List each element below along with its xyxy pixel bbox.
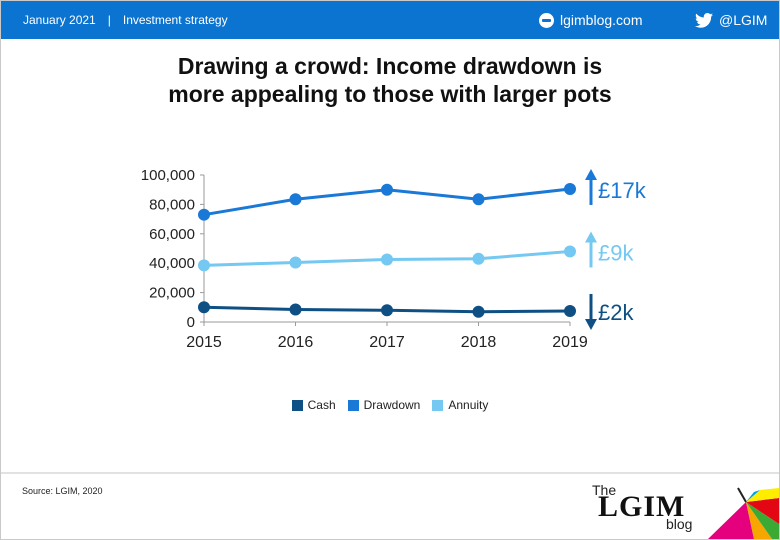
legend-label: Annuity xyxy=(448,398,489,412)
x-tick-label: 2017 xyxy=(369,334,405,351)
drawdown-point xyxy=(564,182,576,195)
annuity-point xyxy=(198,259,210,272)
logo-blog: blog xyxy=(666,516,693,532)
y-tick-label: 20,000 xyxy=(149,285,195,302)
y-tick-label: 40,000 xyxy=(149,255,195,272)
drawdown-point xyxy=(472,193,485,206)
drawdown-change-label: £17k xyxy=(598,178,647,203)
legend-swatch xyxy=(291,399,303,411)
title-line-2: more appealing to those with larger pots xyxy=(168,81,612,107)
y-tick-label: 100,000 xyxy=(141,167,195,184)
y-tick-label: 0 xyxy=(187,314,195,331)
lgim-blog-logo[interactable]: The LGIM blog xyxy=(578,480,779,539)
twitter-handle: @LGIM xyxy=(719,12,768,28)
legend-item-annuity: Annuity xyxy=(432,398,488,412)
x-tick-label: 2016 xyxy=(278,334,314,351)
header-section[interactable]: Investment strategy xyxy=(122,13,228,27)
cash-point xyxy=(381,304,393,317)
x-tick-label: 2019 xyxy=(552,334,588,351)
cash-point xyxy=(198,301,210,314)
umbrella-icon xyxy=(708,487,779,539)
x-tick-label: 2018 xyxy=(461,334,497,351)
annuity-point xyxy=(472,252,485,265)
header-separator: | xyxy=(107,13,111,27)
chart-title: Drawing a crowd: Income drawdown is more… xyxy=(0,52,780,108)
legend-swatch xyxy=(347,399,359,411)
twitter-bird-icon xyxy=(695,12,713,28)
y-tick-label: 80,000 xyxy=(149,196,195,213)
logo-lgim: LGIM xyxy=(598,490,686,523)
y-tick-label: 60,000 xyxy=(149,226,195,243)
site-link[interactable]: lgimblog.com xyxy=(539,12,642,28)
x-tick-label: 2015 xyxy=(186,334,222,351)
cash-change-label: £2k xyxy=(598,300,634,325)
source-note: Source: LGIM, 2020 xyxy=(22,486,103,496)
annuity-point xyxy=(289,256,302,269)
logo-the: The xyxy=(592,482,617,498)
title-line-1: Drawing a crowd: Income drawdown is xyxy=(177,53,603,79)
header-meta: January 2021 | Investment strategy xyxy=(23,13,228,27)
globe-icon xyxy=(539,12,554,28)
legend-label: Drawdown xyxy=(363,398,421,412)
drawdown-change-arrow-head xyxy=(585,168,597,180)
legend-swatch xyxy=(432,399,444,411)
chart-legend: Cash Drawdown Annuity xyxy=(0,398,780,412)
annuity-point xyxy=(564,245,576,258)
header-date: January 2021 xyxy=(23,13,96,27)
annuity-point xyxy=(381,253,393,266)
drawdown-point xyxy=(381,183,393,196)
site-label: lgimblog.com xyxy=(560,12,643,28)
cash-change-arrow-head xyxy=(585,318,597,330)
drawdown-point xyxy=(198,208,210,221)
legend-item-drawdown: Drawdown xyxy=(347,398,421,412)
header-bar: January 2021 | Investment strategy lgimblo… xyxy=(1,1,779,39)
footer-divider xyxy=(1,472,779,474)
legend-item-cash: Cash xyxy=(291,398,336,412)
annuity-change-arrow-head xyxy=(585,231,597,243)
cash-point xyxy=(289,303,302,316)
annuity-change-label: £9k xyxy=(598,240,634,265)
legend-label: Cash xyxy=(307,398,336,412)
cash-point xyxy=(472,305,485,318)
cash-point xyxy=(564,304,576,317)
twitter-link[interactable]: @LGIM xyxy=(695,12,767,28)
drawdown-point xyxy=(289,193,302,206)
